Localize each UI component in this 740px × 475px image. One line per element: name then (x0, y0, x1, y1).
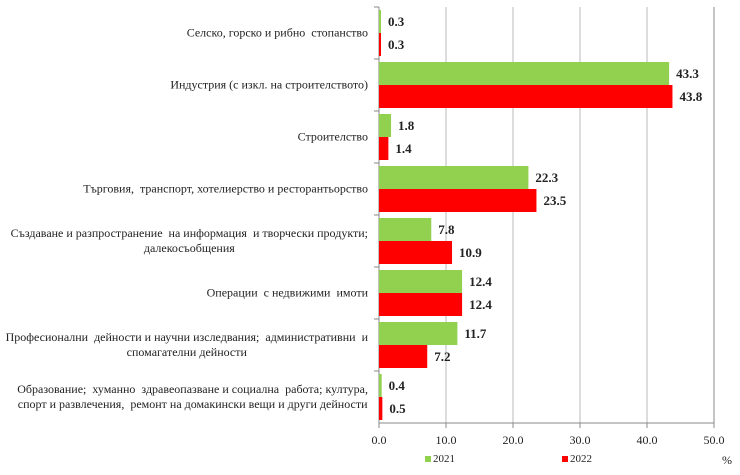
bar-2021 (379, 218, 432, 241)
bar-2021 (379, 114, 392, 137)
category-label: Създаване и разпространение на информаци… (10, 226, 368, 255)
category-label: Образование; хуманно здравеопазване и со… (17, 382, 368, 411)
legend-label: 2022 (570, 453, 592, 465)
bar-2021 (379, 374, 382, 397)
category-label: Професионални дейности и научни изследва… (5, 330, 368, 359)
bar-2022 (379, 293, 463, 316)
data-label: 1.8 (398, 117, 415, 133)
bar-2021 (379, 166, 529, 189)
bar-2022 (379, 137, 389, 160)
x-tick-label: 30.0 (569, 433, 591, 447)
data-label: 12.4 (469, 273, 492, 289)
category-label: Търговия, транспорт, хотелиерство и рест… (83, 181, 368, 196)
x-tick-label: 10.0 (435, 433, 457, 447)
data-label: 43.3 (676, 65, 699, 81)
data-label: 0.3 (388, 36, 405, 52)
bar-2022 (379, 33, 382, 56)
bar-2022 (379, 345, 428, 368)
bar-2021 (379, 10, 382, 33)
data-label: 0.4 (388, 377, 405, 393)
legend-item-2021: 2021 (425, 453, 455, 465)
x-axis-unit: % (722, 453, 732, 467)
x-tick-label: 40.0 (636, 433, 658, 447)
category-label: Строителство (297, 129, 368, 144)
data-label: 11.7 (464, 325, 487, 341)
legend-swatch (562, 456, 568, 462)
legend-swatch (425, 456, 431, 462)
data-label: 0.3 (388, 13, 405, 29)
data-label: 12.4 (469, 296, 492, 312)
x-tick-label: 0.0 (371, 433, 387, 447)
data-label: 7.2 (434, 348, 451, 364)
category-label: Операции с недвижими имоти (206, 285, 368, 300)
data-label: 7.8 (438, 221, 455, 237)
data-label: 10.9 (459, 244, 482, 260)
bar-2022 (379, 241, 453, 264)
legend-label: 2021 (433, 453, 455, 465)
data-label: 0.5 (389, 400, 406, 416)
data-label: 22.3 (535, 169, 559, 185)
bar-2021 (379, 322, 458, 345)
data-label: 23.5 (543, 192, 567, 208)
x-tick-label: 20.0 (502, 433, 524, 447)
category-label: Селско, горско и рибно стопанство (186, 25, 368, 40)
bar-2022 (379, 397, 383, 420)
data-label: 43.8 (679, 88, 703, 104)
bar-2022 (379, 189, 537, 212)
bar-2021 (379, 62, 670, 85)
data-label: 1.4 (395, 140, 412, 156)
legend-item-2022: 2022 (562, 453, 592, 465)
bar-2022 (379, 85, 673, 108)
x-tick-label: 50.0 (703, 433, 725, 447)
category-label: Индустрия (с изкл. на строителството) (170, 77, 368, 92)
bar-2021 (379, 270, 463, 293)
